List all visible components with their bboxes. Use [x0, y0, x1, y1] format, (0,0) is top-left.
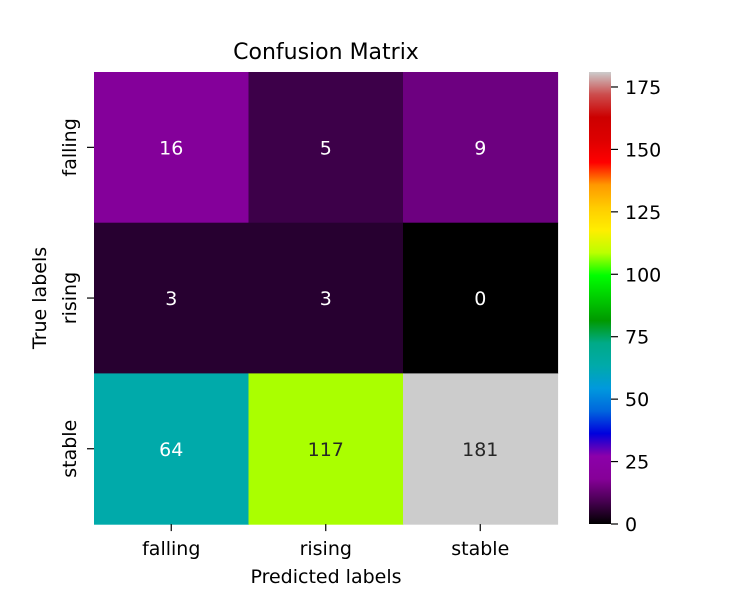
- x-tick-label: stable: [451, 538, 509, 560]
- cell-value-label: 3: [320, 288, 332, 310]
- colorbar-ticks: 0 25 50 75 100 125 150 175: [611, 77, 661, 536]
- colorbar: [589, 72, 611, 524]
- chart-title: Confusion Matrix: [233, 40, 419, 65]
- colorbar-tick-label: 25: [625, 452, 649, 474]
- cell-value-label: 181: [462, 439, 498, 461]
- cell-value-label: 117: [308, 439, 344, 461]
- colorbar-tick-label: 150: [625, 139, 661, 161]
- heatmap-cell-falling-falling: [94, 72, 250, 224]
- x-axis-ticks: falling rising stable: [142, 524, 509, 560]
- colorbar-tick-label: 175: [625, 77, 661, 99]
- cell-value-label: 9: [474, 137, 486, 159]
- y-tick-label: stable: [59, 420, 81, 478]
- heatmap-cells: [94, 72, 559, 525]
- heatmap-cell-rising-stable: [403, 222, 559, 374]
- heatmap-cell-stable-rising: [248, 373, 404, 525]
- colorbar-tick-label: 100: [625, 264, 661, 286]
- cell-value-label: 16: [159, 137, 183, 159]
- y-tick-label: rising: [59, 272, 81, 324]
- cell-value-label: 5: [320, 137, 332, 159]
- heatmap-cell-rising-rising: [248, 222, 404, 374]
- heatmap-cell-rising-falling: [94, 222, 250, 374]
- cell-annotations: 16 5 9 3 3 0 64 117 181: [159, 137, 498, 460]
- x-tick-label: falling: [142, 538, 200, 560]
- x-axis-label: Predicted labels: [250, 566, 401, 588]
- y-axis-ticks: falling rising stable: [59, 118, 94, 478]
- x-tick-label: rising: [300, 538, 352, 560]
- colorbar-tick-label: 125: [625, 202, 661, 224]
- colorbar-tick-label: 50: [625, 389, 649, 411]
- colorbar-tick-label: 75: [625, 327, 649, 349]
- cell-value-label: 64: [159, 439, 183, 461]
- y-axis-label: True labels: [29, 247, 51, 350]
- heatmap-cell-stable-falling: [94, 373, 250, 525]
- cell-value-label: 0: [474, 288, 486, 310]
- colorbar-tick-label: 0: [625, 514, 637, 536]
- cell-value-label: 3: [165, 288, 177, 310]
- heatmap-cell-falling-stable: [403, 72, 559, 224]
- heatmap-cell-falling-rising: [248, 72, 404, 224]
- heatmap-cell-stable-stable: [403, 373, 559, 525]
- y-tick-label: falling: [59, 118, 81, 176]
